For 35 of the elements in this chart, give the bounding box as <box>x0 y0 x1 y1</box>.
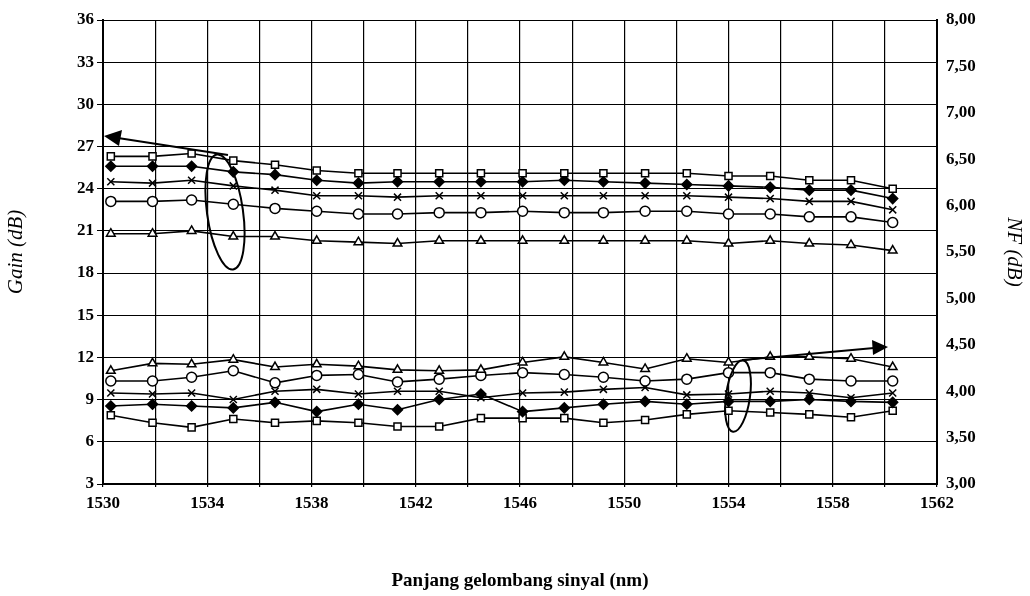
y-tick-label: 12 <box>77 346 94 366</box>
y2-tick-label: 6,50 <box>946 148 976 168</box>
y-tick-label: 36 <box>77 9 94 29</box>
y2-tick-label: 8,00 <box>946 9 976 29</box>
x-tick-label: 1534 <box>190 492 225 512</box>
y-tick-label: 27 <box>77 135 95 155</box>
y-tick-label: 33 <box>77 51 94 71</box>
x-tick-label: 1554 <box>711 492 746 512</box>
y2-tick-label: 7,50 <box>946 55 976 75</box>
x-tick-label: 1538 <box>294 492 329 512</box>
x-tick-label: 1542 <box>398 492 433 512</box>
x-axis-title: Panjang gelombang sinyal (nm) <box>391 568 649 591</box>
y2-tick-label: 4,00 <box>946 380 976 400</box>
y-tick-label: 3 <box>85 473 94 493</box>
x-tick-label: 1550 <box>607 492 642 512</box>
x-tick-label: 1546 <box>503 492 537 512</box>
y2-tick-label: 3,50 <box>946 426 976 446</box>
y2-tick-label: 4,50 <box>946 334 976 354</box>
y2-tick-label: 6,00 <box>946 194 976 214</box>
y-tick-label: 9 <box>85 389 94 409</box>
y-tick-label: 24 <box>77 178 95 198</box>
y2-axis-title: NF (dB) <box>1002 216 1027 287</box>
y-tick-label: 6 <box>85 431 94 451</box>
y-tick-label: 30 <box>77 93 94 113</box>
y-tick-label: 18 <box>77 262 94 282</box>
y2-tick-label: 3,00 <box>946 473 976 493</box>
y-axis-title: Gain (dB) <box>3 209 28 295</box>
x-tick-label: 1558 <box>815 492 850 512</box>
y2-tick-label: 5,50 <box>946 241 976 261</box>
y-tick-label: 15 <box>77 304 94 324</box>
y-tick-label: 21 <box>77 220 94 240</box>
x-tick-label: 1562 <box>920 492 954 512</box>
y2-tick-label: 7,00 <box>946 102 976 122</box>
x-tick-label: 1530 <box>86 492 120 512</box>
y2-tick-label: 5,00 <box>946 287 976 307</box>
